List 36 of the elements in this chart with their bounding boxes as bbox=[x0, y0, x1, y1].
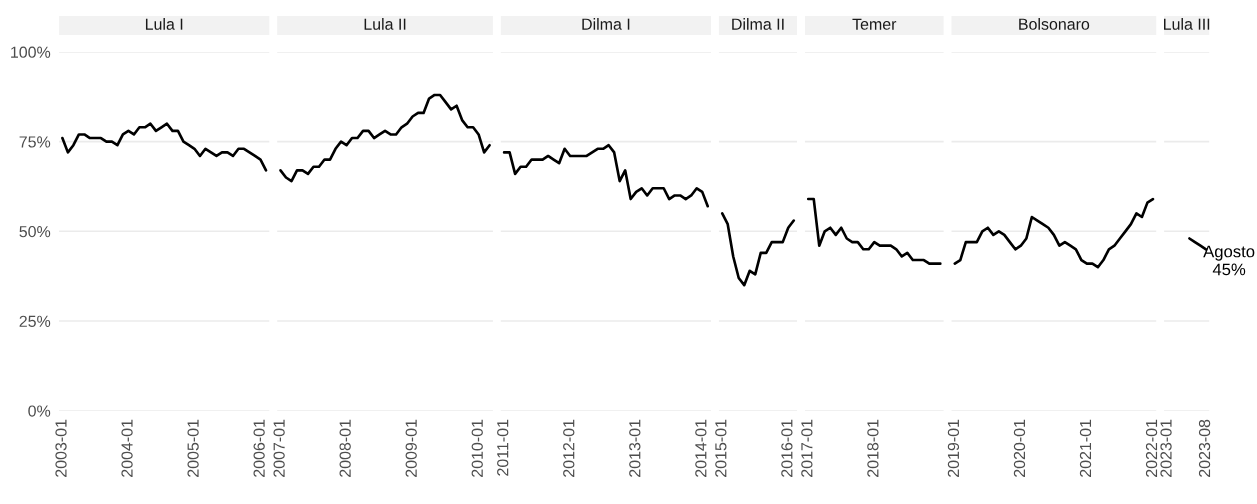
chart-title: Dilma I bbox=[582, 18, 630, 30]
y-tick-label: 100% bbox=[11, 46, 51, 58]
y-tick-label: 50% bbox=[19, 225, 51, 238]
line-series bbox=[61, 122, 268, 172]
x-tick-label: 2014-01 bbox=[695, 419, 707, 477]
x-tick-label: 2003-01 bbox=[55, 419, 67, 477]
x-tick-label: 2013-01 bbox=[629, 419, 641, 477]
y-tick-label: 25% bbox=[19, 315, 51, 327]
x-tick-label: 2005-01 bbox=[187, 419, 199, 477]
x-tick-label: 2018-01 bbox=[867, 419, 879, 477]
x-tick-label: 2011-01 bbox=[497, 419, 509, 476]
x-tick-label: 2023-01 bbox=[1160, 419, 1172, 477]
x-tick-label: 2023-08 bbox=[1198, 419, 1211, 477]
x-tick-label: 2009-01 bbox=[405, 419, 417, 477]
chart-title: Lula III bbox=[1164, 18, 1210, 30]
x-tick-label: 2007-01 bbox=[273, 419, 285, 477]
x-tick-label: 2012-01 bbox=[563, 419, 575, 477]
y-tick-label: 0% bbox=[28, 405, 51, 417]
x-tick-label: 2010-01 bbox=[471, 419, 483, 477]
x-tick-label: 2019-01 bbox=[947, 419, 960, 477]
x-tick-label: 2017-01 bbox=[801, 419, 813, 477]
annotation: Agosto 45% bbox=[1203, 245, 1255, 276]
y-tick-label: 75% bbox=[19, 136, 51, 148]
x-tick-label: 2006-01 bbox=[253, 419, 265, 477]
x-tick-label: 2008-01 bbox=[339, 419, 351, 477]
x-tick-label: 2004-01 bbox=[121, 419, 133, 477]
x-tick-label: 2020-01 bbox=[1013, 419, 1026, 477]
chart-title: Temer bbox=[852, 18, 897, 30]
chart-title: Dilma II bbox=[732, 18, 784, 30]
x-tick-label: 2016-01 bbox=[781, 419, 793, 477]
x-tick-label: 2021-01 bbox=[1079, 419, 1092, 477]
x-tick-label: 2022-01 bbox=[1145, 419, 1158, 477]
chart-title: Lula II bbox=[364, 18, 406, 30]
chart-title: Lula I bbox=[145, 18, 183, 30]
x-tick-label: 2015-01 bbox=[715, 419, 727, 477]
chart-title: Bolsonaro bbox=[1019, 18, 1090, 30]
